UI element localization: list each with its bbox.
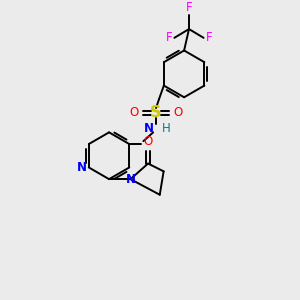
Text: O: O bbox=[129, 106, 139, 119]
Text: N: N bbox=[125, 172, 136, 186]
Text: F: F bbox=[206, 31, 212, 44]
Text: F: F bbox=[166, 31, 172, 44]
Text: O: O bbox=[174, 106, 183, 119]
Text: N: N bbox=[77, 161, 87, 174]
Text: N: N bbox=[144, 122, 154, 135]
Text: H: H bbox=[162, 122, 171, 135]
Text: O: O bbox=[143, 135, 153, 148]
Text: S: S bbox=[150, 105, 162, 120]
Text: F: F bbox=[186, 2, 192, 14]
